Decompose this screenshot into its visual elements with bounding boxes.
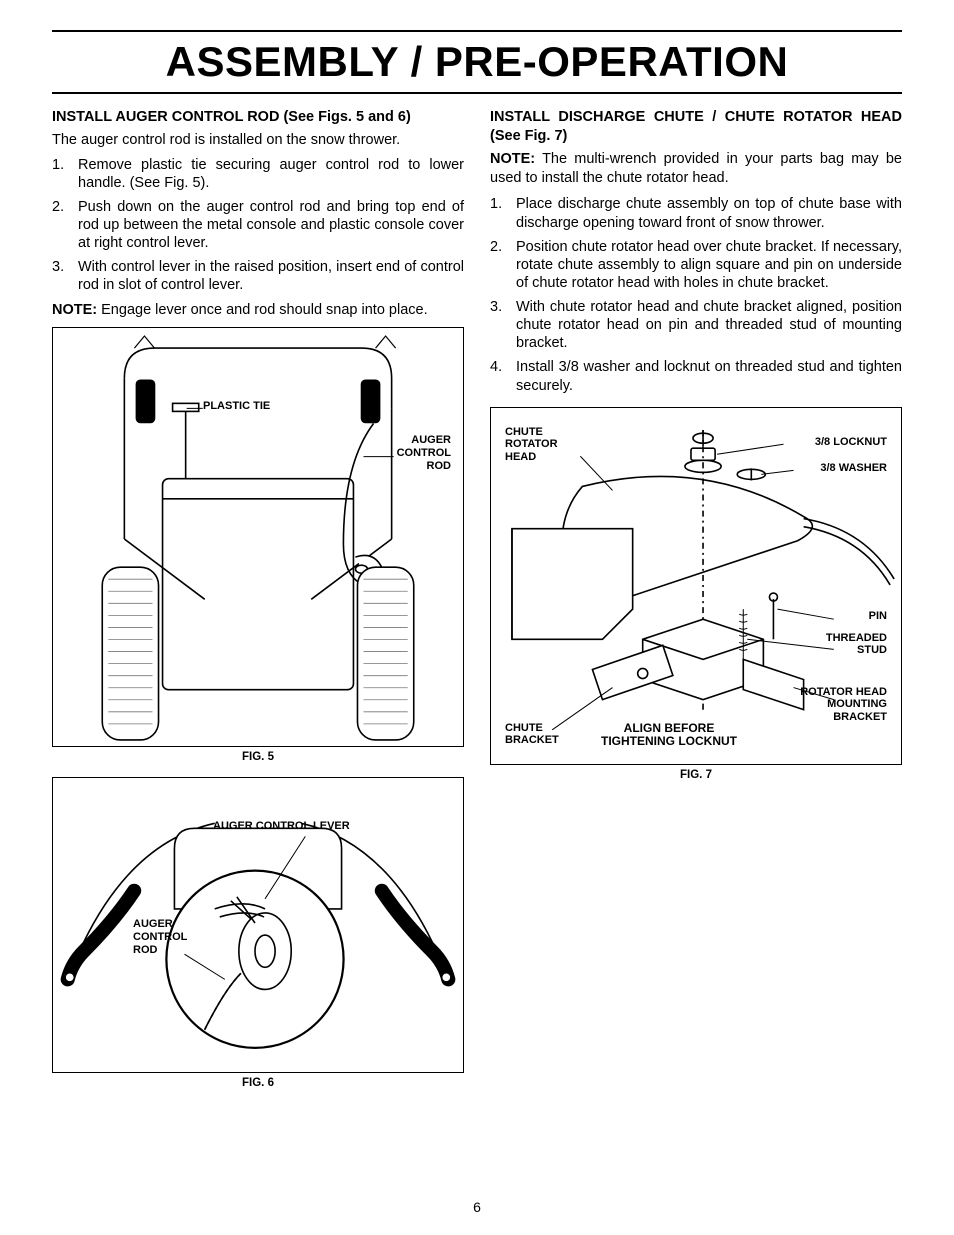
left-heading: INSTALL AUGER CONTROL ROD (See Figs. 5 a… <box>52 108 464 127</box>
list-item: Place discharge chute assembly on top of… <box>490 195 902 231</box>
fig7-label-stud: THREADED STUD <box>826 632 887 657</box>
two-column-layout: INSTALL AUGER CONTROL ROD (See Figs. 5 a… <box>52 108 902 1103</box>
left-note: NOTE: Engage lever once and rod should s… <box>52 301 464 320</box>
fig5-label-auger-rod: AUGER CONTROL ROD <box>397 434 451 472</box>
fig7-label-align: ALIGN BEFORE TIGHTENING LOCKNUT <box>601 722 737 750</box>
list-item: Position chute rotator head over chute b… <box>490 238 902 292</box>
note-bold: NOTE: <box>52 302 97 318</box>
fig6-caption: FIG. 6 <box>52 1077 464 1089</box>
page-title: ASSEMBLY / PRE-OPERATION <box>52 34 902 92</box>
fig7-label-washer: 3/8 WASHER <box>820 462 887 475</box>
fig5-label-plastic-tie: PLASTIC TIE <box>203 400 270 413</box>
fig6-label-rod: AUGER CONTROL ROD <box>133 918 187 956</box>
right-steps: Place discharge chute assembly on top of… <box>490 195 902 394</box>
left-intro: The auger control rod is installed on th… <box>52 131 464 150</box>
note-text: The multi-wrench provided in your parts … <box>490 151 902 186</box>
fig6-label-lever: AUGER CONTROL LEVER <box>213 820 350 833</box>
figure-7: CHUTE ROTATOR HEAD 3/8 LOCKNUT 3/8 WASHE… <box>490 407 902 765</box>
list-item: Push down on the auger control rod and b… <box>52 198 464 252</box>
right-note: NOTE: The multi-wrench provided in your … <box>490 150 902 188</box>
rule-top <box>52 30 902 32</box>
figure-5: PLASTIC TIE AUGER CONTROL ROD <box>52 327 464 747</box>
list-item: Install 3/8 washer and locknut on thread… <box>490 358 902 394</box>
fig7-label-locknut: 3/8 LOCKNUT <box>815 436 887 449</box>
page: ASSEMBLY / PRE-OPERATION INSTALL AUGER C… <box>0 0 954 1103</box>
page-number: 6 <box>0 1199 954 1215</box>
figure-6: AUGER CONTROL LEVER AUGER CONTROL ROD <box>52 777 464 1073</box>
fig7-label-mount-bracket: ROTATOR HEAD MOUNTING BRACKET <box>800 686 887 724</box>
fig7-label-pin: PIN <box>869 610 887 623</box>
list-item: With chute rotator head and chute bracke… <box>490 298 902 352</box>
left-steps: Remove plastic tie securing auger contro… <box>52 156 464 295</box>
fig7-label-chute-bracket: CHUTE BRACKET <box>505 722 559 747</box>
list-item: With control lever in the raised positio… <box>52 258 464 294</box>
fig7-caption: FIG. 7 <box>490 769 902 781</box>
fig5-caption: FIG. 5 <box>52 751 464 763</box>
fig7-label-rotator-head: CHUTE ROTATOR HEAD <box>505 426 558 464</box>
list-item: Remove plastic tie securing auger contro… <box>52 156 464 192</box>
left-column: INSTALL AUGER CONTROL ROD (See Figs. 5 a… <box>52 108 464 1103</box>
right-column: INSTALL DISCHARGE CHUTE / CHUTE ROTATOR … <box>490 108 902 1103</box>
rule-bottom <box>52 92 902 94</box>
right-heading: INSTALL DISCHARGE CHUTE / CHUTE ROTATOR … <box>490 108 902 146</box>
fig5-svg <box>53 328 463 746</box>
note-bold: NOTE: <box>490 151 535 167</box>
note-text: Engage lever once and rod should snap in… <box>101 302 427 318</box>
